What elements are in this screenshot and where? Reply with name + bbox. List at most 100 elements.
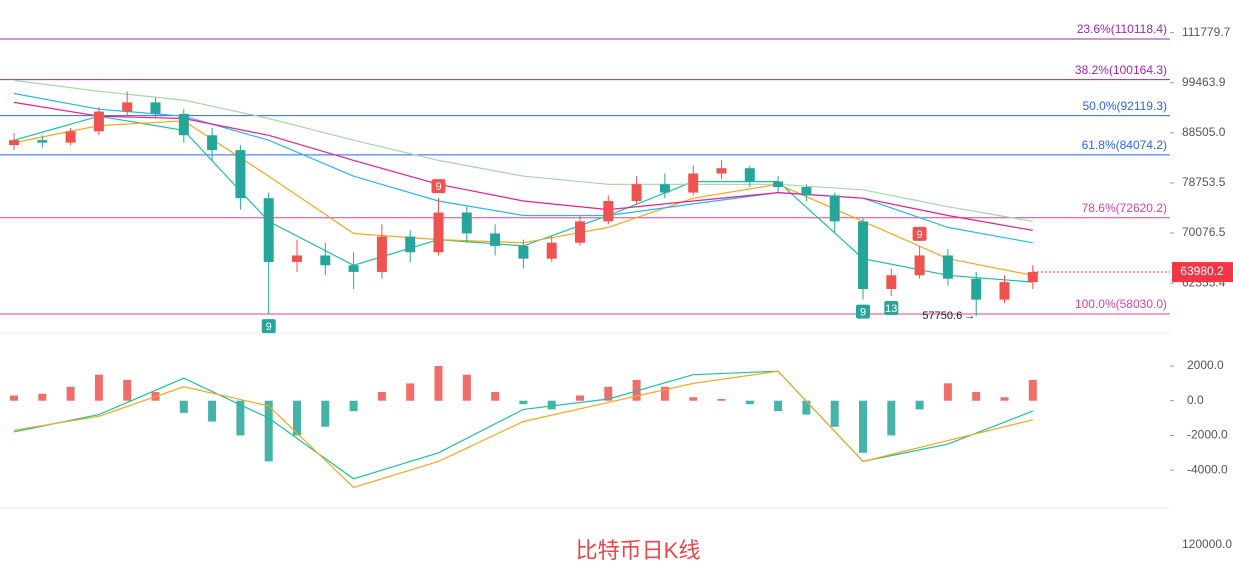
macd-bar [94,374,103,401]
candle-body [518,245,529,259]
macd-bar [689,397,698,401]
candle-body [914,255,925,276]
fib-label: 38.2%(100164.3) [1075,63,1167,77]
macd-y-tick-label: -4000.0 [1187,462,1228,476]
fib-label: 50.0%(92119.3) [1082,99,1167,113]
macd-bar [604,386,613,401]
candle-body [999,282,1010,300]
candle-body [801,187,812,196]
signal-label: 9 [860,307,866,319]
signal-badge [856,304,870,319]
candle-body [178,113,189,136]
macd-bar [38,393,47,401]
macd-bar [943,383,952,401]
macd-bar [1000,397,1009,401]
macd-bar [519,400,528,405]
candle-body [263,198,274,262]
y-tick-label: 99463.9 [1182,75,1226,89]
candle-body [9,140,19,146]
candle-body [235,150,246,199]
signal-badge [912,226,927,241]
macd-y-tick-label: 2000.0 [1187,358,1224,372]
macd-bar [434,366,443,401]
macd-bar [745,400,754,405]
candle-body [348,265,359,272]
macd-bar [321,400,330,427]
macd-line [13,370,1033,489]
signal-label: 13 [885,303,897,315]
fib-label: 23.6%(110118.4) [1077,22,1167,36]
candle-body [575,221,585,243]
signal-label: 9 [266,321,272,333]
macd-bar [774,400,783,412]
macd-bar [179,400,188,413]
macd-bar [972,392,981,401]
fib-label: 61.8%(84074.2) [1082,138,1167,152]
macd-bar [859,400,867,453]
last-price-tag [1172,262,1233,283]
macd-bar [377,392,386,401]
candle-body [207,135,218,151]
macd-bar [123,379,132,401]
macd-y-tick-label: -2000.0 [1187,428,1228,442]
candle-body [433,212,444,253]
macd-y-tick-label: 0.0 [1187,393,1204,407]
volume-axis-label: 120000.0 [1182,537,1232,551]
macd-bar [349,400,358,412]
candle-body [65,131,76,143]
macd-bar [236,400,245,436]
candle-body [546,242,557,259]
fib-label: 100.0%(58030.0) [1075,297,1167,311]
macd-bar [802,400,811,415]
macd-bar [10,395,18,401]
macd-bar [293,400,301,436]
candle-body [716,168,727,174]
macd-bar [264,400,273,462]
candle-body [1027,272,1038,283]
macd-bar [547,400,556,410]
macd-bar [462,374,471,401]
candle-body [659,184,670,193]
candle-body [122,102,133,112]
signal-badge [261,319,276,334]
low-label: 57750.6 [922,310,962,322]
candle-body [886,275,897,290]
candle-body [603,201,614,222]
candle-body [942,255,953,279]
candle-body [688,173,699,193]
candle-body [490,233,501,246]
y-tick-label: 88505.0 [1182,125,1226,139]
candle-body [461,212,472,234]
macd-bar [915,400,924,410]
macd-bar [406,383,415,401]
candle-body [150,102,161,114]
moving-average [13,79,1033,222]
y-tick-label: 111779.7 [1182,25,1231,39]
candle-body [37,140,48,143]
macd-bar [1028,379,1037,401]
macd-bar [660,386,669,401]
macd-bar [576,395,584,401]
candle-body [829,195,840,222]
candle-body [320,255,331,266]
signal-badge [431,179,446,194]
low-arrow: → [964,310,975,322]
candle-body [93,111,104,132]
candle-body [858,221,868,290]
macd-bar [887,400,896,436]
last-price-label: 63980.2 [1180,264,1224,278]
macd-bar [830,400,839,427]
candle-body [631,184,642,202]
signal-badge [884,301,899,316]
candle-body [744,168,755,182]
macd-bar [66,386,75,401]
y-tick-label: 78753.5 [1182,175,1226,189]
macd-bar [208,400,217,422]
candle-body [376,236,387,272]
candle-body [405,236,416,253]
macd-bar [717,398,726,401]
y-tick-label: 70076.5 [1182,225,1226,239]
fib-label: 78.6%(72620.2) [1082,201,1167,215]
